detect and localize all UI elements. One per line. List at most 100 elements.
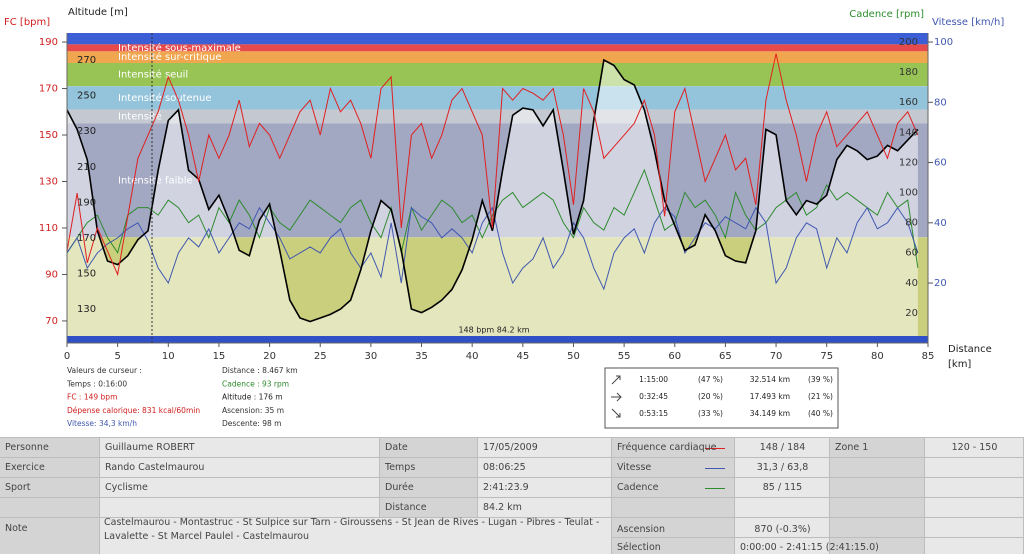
table-text: 0:00:00 - 2:41:15 (2:41:15.0): [740, 542, 879, 553]
segment-value: 17.493 km: [750, 392, 790, 401]
y-tick-label: 130: [77, 304, 96, 315]
table-cell: [830, 538, 924, 554]
table-cell: [735, 498, 829, 517]
speed-axis-title: Vitesse [km/h]: [932, 17, 1004, 28]
icon-up: [611, 375, 621, 385]
table-cell: [735, 458, 829, 477]
zone-label: Intensité sous-maximale: [118, 42, 241, 54]
chart: FC [bpm] Altitude [m] Cadence [rpm] Vite…: [4, 7, 1004, 429]
table-cell: [380, 498, 477, 517]
table-cell: [830, 438, 924, 457]
table-text: 84.2 km: [483, 502, 522, 513]
cursor-value: Dépense calorique: 831 kcal/60min: [67, 406, 200, 415]
segment-value: 0:32:45: [639, 392, 668, 401]
y-tick-label: 210: [77, 162, 96, 173]
table-cell: [100, 478, 379, 497]
table-cell: [380, 458, 477, 477]
x-tick-label: 5: [114, 351, 120, 362]
segment-value: 0:53:15: [639, 409, 668, 418]
speed-swatch: [705, 468, 725, 469]
table-cell: [735, 478, 829, 497]
y-tick-label: 70: [45, 316, 58, 327]
table-cell: [380, 438, 477, 457]
fc-swatch: [705, 448, 725, 449]
table-cell: [925, 458, 1023, 477]
zone-band: [67, 62, 928, 87]
x-tick-label: 55: [618, 351, 631, 362]
table-text: 85 / 115: [762, 482, 803, 493]
cursor-value: Valeurs de curseur :: [67, 366, 142, 375]
cursor-value: Vitesse: 34,3 km/h: [67, 419, 137, 428]
bottom-strip: [67, 336, 928, 343]
table-cell: [380, 478, 477, 497]
y-tick-label: 140: [899, 127, 918, 138]
cursor-value: Ascension: 35 m: [222, 406, 284, 415]
table-text: Zone 1: [835, 442, 869, 453]
segment-value: (21 %): [808, 392, 833, 401]
table-text: Ascension: [617, 524, 665, 535]
cursor-value: Altitude : 176 m: [222, 393, 283, 402]
table-text: Fréquence cardiaque: [617, 442, 717, 453]
cursor-info: Valeurs de curseur : Temps : 0:16:00 FC : …: [66, 366, 298, 428]
cursor-value: Cadence : 93 rpm: [222, 379, 289, 388]
y-tick-label: 160: [899, 97, 918, 108]
table-text: 2:41:23.9: [483, 482, 529, 493]
table-cell: [612, 478, 734, 497]
zone-band: [67, 33, 928, 45]
x-tick-label: 25: [314, 351, 327, 362]
table-cell: [478, 478, 611, 497]
segment-value: (47 %): [698, 375, 723, 384]
table-cell: [830, 518, 924, 537]
y-tick-label: 60: [905, 248, 918, 259]
zone-label: Intensité seuil: [118, 69, 188, 81]
table-cell: [478, 458, 611, 477]
x-tick-label: 0: [64, 351, 70, 362]
segment-value: 32.514 km: [750, 375, 790, 384]
y-tick-label: 110: [39, 223, 58, 234]
x-axis-unit: [km]: [948, 359, 971, 370]
table-text: Temps: [385, 462, 416, 473]
x-tick-label: 15: [213, 351, 226, 362]
table-cell: [100, 518, 611, 554]
table-cell: [925, 538, 1023, 554]
x-tick-label: 80: [871, 351, 884, 362]
x-tick-label: 65: [719, 351, 732, 362]
table-text: Exercice: [5, 462, 45, 473]
y-tick-label: 40: [905, 278, 918, 289]
x-tick-label: 10: [162, 351, 175, 362]
table-text: Sport: [5, 482, 31, 493]
y-tick-label: 170: [39, 84, 58, 95]
series-line: [66, 168, 919, 268]
table-text: Cyclisme: [105, 482, 148, 493]
y-tick-label: 90: [45, 269, 58, 280]
series-line: [66, 53, 919, 277]
series-line: [66, 206, 919, 291]
table-cell: [612, 498, 734, 517]
table-cell: [100, 498, 379, 517]
zone-band: [67, 44, 928, 52]
table-cell: [830, 478, 924, 497]
x-tick-label: 60: [668, 351, 681, 362]
table-text: Castelmaurou - Montastruc - St Sulpice s…: [104, 517, 600, 542]
altitude-area: [67, 60, 918, 341]
y-tick-label: 270: [77, 55, 96, 66]
table-cell: [100, 438, 379, 457]
table-text: Rando Castelmaurou: [105, 462, 205, 473]
y-tick-label: 170: [77, 233, 96, 244]
x-tick-label: 35: [415, 351, 428, 362]
x-axis-title: Distance: [948, 344, 992, 355]
x-tick-label: 50: [567, 351, 580, 362]
y-tick-label: 230: [77, 126, 96, 137]
table-text: Note: [5, 523, 28, 534]
y-tick-label: 20: [905, 308, 918, 319]
y-tick-label: 20: [934, 278, 947, 289]
segment-icons: [611, 375, 622, 418]
x-tick-label: 30: [365, 351, 378, 362]
annotation: 148 bpm 84.2 km: [458, 326, 529, 335]
x-tick-label: 40: [466, 351, 479, 362]
segment-value: 34.149 km: [750, 409, 790, 418]
segment-value: (39 %): [808, 375, 833, 384]
zone-label: Intensité sur-critique: [118, 51, 222, 63]
table-cell: [735, 438, 829, 457]
